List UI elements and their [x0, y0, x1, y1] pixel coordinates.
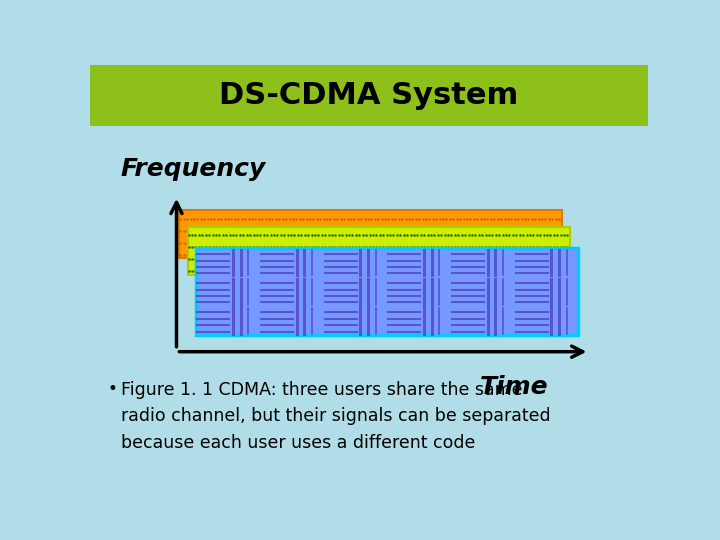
Text: DS-CDMA System: DS-CDMA System	[220, 81, 518, 110]
Bar	[90, 126, 648, 481]
Bar	[90, 65, 648, 126]
Bar	[179, 210, 562, 258]
Text: Figure 1. 1 CDMA: three users share the same
radio channel, but their signals ca: Figure 1. 1 CDMA: three users share the …	[121, 381, 550, 451]
Text: Frequency: Frequency	[121, 157, 266, 181]
Text: Time: Time	[480, 375, 549, 399]
Text: •: •	[107, 380, 117, 398]
Bar	[196, 248, 578, 335]
Bar	[188, 227, 570, 275]
